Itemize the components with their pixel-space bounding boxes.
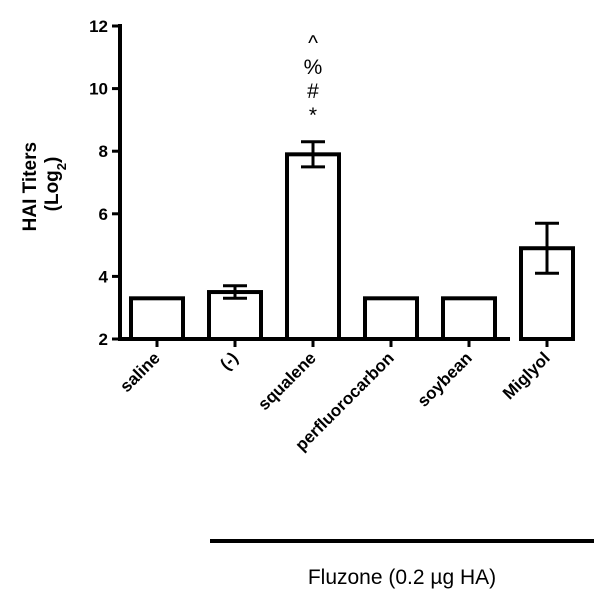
significance-marker: ^ bbox=[308, 32, 318, 55]
significance-marker: % bbox=[304, 56, 323, 79]
y-axis-label-prefix: (Log bbox=[42, 170, 63, 211]
bar bbox=[129, 296, 185, 341]
y-axis-label: HAI Titers (Log2) bbox=[20, 137, 69, 232]
bar bbox=[363, 296, 419, 341]
y-tick-label: 4 bbox=[99, 267, 109, 286]
y-tick-label: 2 bbox=[99, 330, 108, 349]
category-label: saline bbox=[116, 348, 164, 396]
y-tick-label: 12 bbox=[89, 17, 108, 36]
y-axis-label-sub: 2 bbox=[54, 163, 69, 170]
bars bbox=[129, 140, 575, 347]
y-tick-label: 10 bbox=[89, 80, 108, 99]
category-label: squalene bbox=[254, 348, 320, 414]
significance-marker: * bbox=[309, 104, 317, 127]
significance-marker: # bbox=[307, 80, 319, 103]
group-bracket: Fluzone (0.2 µg HA) bbox=[210, 539, 594, 589]
svg-text:HAI Titers (Log: HAI Titers (Log2) bbox=[20, 137, 69, 232]
category-label: Miglyol bbox=[499, 348, 554, 403]
bar bbox=[441, 296, 497, 341]
category-label: (-) bbox=[216, 348, 241, 373]
category-label: soybean bbox=[414, 348, 476, 410]
y-axis-label-line1: HAI Titers bbox=[20, 142, 41, 231]
y-tick-label: 6 bbox=[99, 205, 108, 224]
annotations: ^%#* bbox=[304, 32, 323, 127]
bar bbox=[285, 152, 341, 341]
y-axis-label-suffix: ) bbox=[42, 157, 63, 163]
group-label: Fluzone (0.2 µg HA) bbox=[308, 566, 496, 589]
y-tick-label: 8 bbox=[99, 142, 108, 161]
